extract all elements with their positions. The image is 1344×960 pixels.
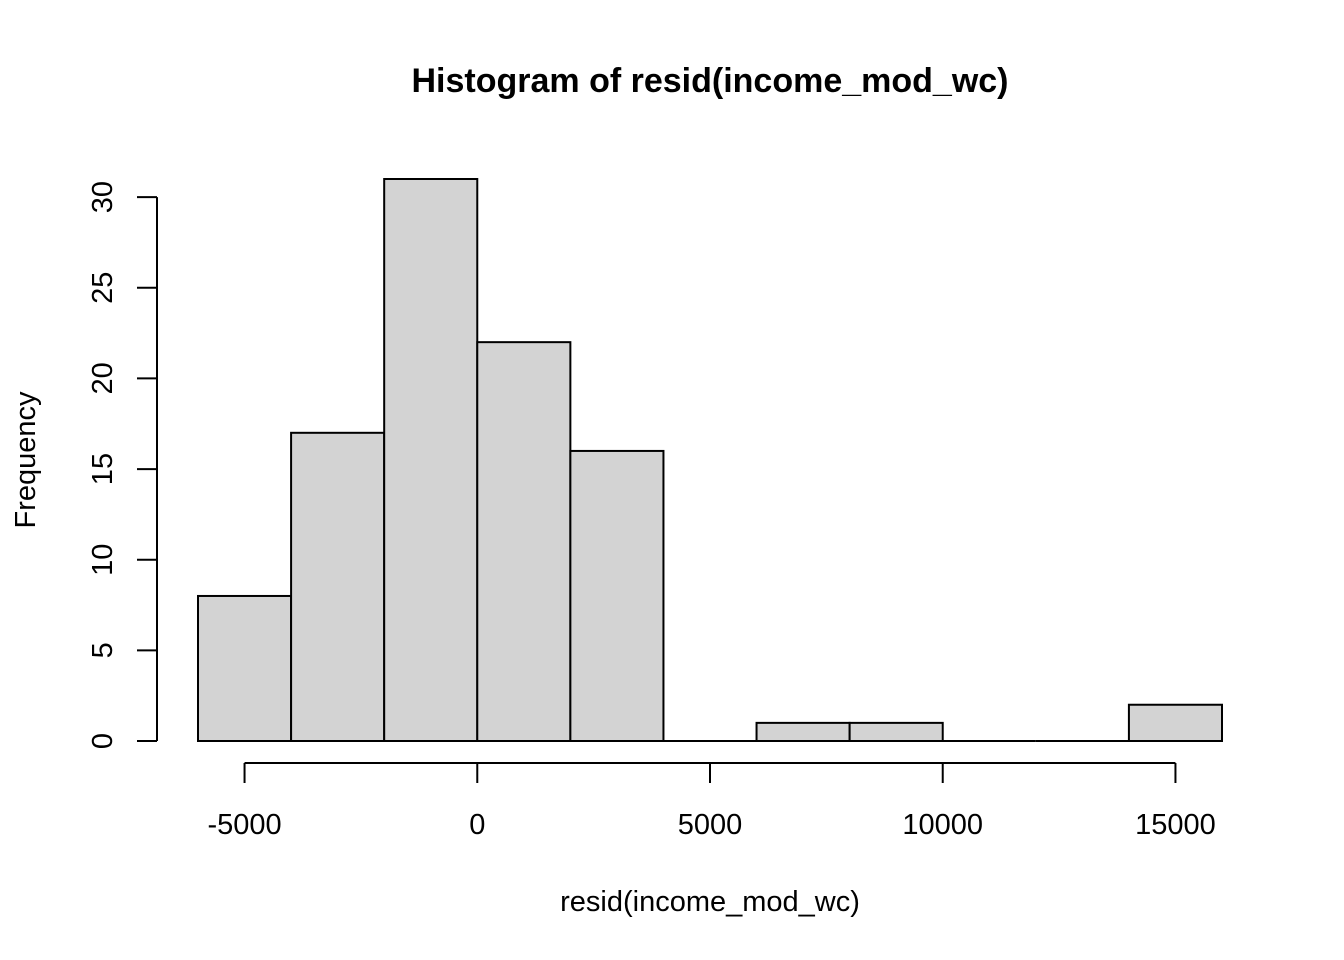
x-tick-label: 5000 [678,809,743,841]
y-axis: 0 5 10 15 20 25 30 [87,181,158,749]
y-tick-label: 20 [87,362,119,394]
x-axis: -5000 0 5000 10000 15000 [207,762,1216,841]
histogram-bar [290,431,386,742]
histogram-bar [1127,703,1223,743]
x-tick-label: -5000 [207,809,281,841]
y-tick-label: 5 [87,642,119,658]
y-tick-label: 30 [87,181,119,213]
histogram-bar [569,449,665,742]
histogram-bar [755,721,851,743]
bars-group [197,178,1223,743]
x-tick-label: 15000 [1135,809,1216,841]
chart-title: Histogram of resid(income_mod_wc) [411,62,1008,100]
x-axis-label: resid(income_mod_wc) [560,886,860,918]
x-tick-label: 0 [469,809,485,841]
histogram-bar [848,721,944,743]
x-tick-label: 10000 [902,809,983,841]
histogram-bar [383,178,479,742]
y-tick-label: 10 [87,544,119,576]
y-axis-label: Frequency [10,391,42,529]
y-tick-label: 25 [87,272,119,304]
y-tick-label: 0 [87,733,119,749]
histogram-bar [197,594,293,742]
histogram-bar [476,341,572,742]
y-tick-label: 15 [87,453,119,485]
